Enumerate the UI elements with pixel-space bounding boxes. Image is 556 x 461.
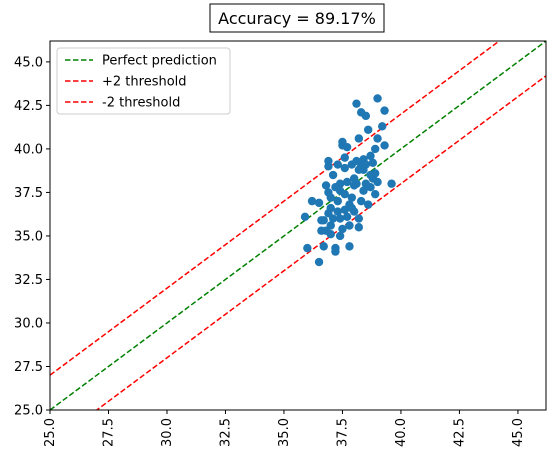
scatter-point — [340, 205, 349, 215]
legend-label: +2 threshold — [102, 75, 187, 90]
chart-title-text: Accuracy = 89.17% — [218, 9, 376, 28]
scatter-point — [317, 216, 326, 225]
y-tick-label: 32.5 — [14, 273, 43, 288]
scatter-point — [361, 179, 371, 188]
chart-title: Accuracy = 89.17% — [209, 3, 385, 33]
scatter-point — [303, 243, 312, 253]
x-tick-label: 32.5 — [218, 418, 233, 447]
scatter-point — [354, 165, 364, 175]
scatter-point — [324, 188, 333, 197]
scatter-point — [326, 221, 335, 230]
legend-box — [56, 47, 231, 115]
scatter-point — [354, 214, 364, 223]
scatter-point — [328, 170, 338, 180]
x-tick-label: 37.5 — [335, 418, 350, 447]
x-tick-label: 35.0 — [277, 418, 292, 447]
scatter-point — [359, 186, 368, 195]
scatter-point — [326, 203, 335, 213]
scatter-point — [307, 196, 317, 206]
scatter-point — [331, 247, 340, 256]
scatter-point — [321, 181, 331, 190]
x-tick-label: 42.5 — [452, 418, 467, 447]
scatter-point — [352, 179, 361, 188]
scatter-point — [342, 142, 352, 152]
scatter-point — [347, 193, 357, 202]
y-tick-label: 37.5 — [14, 186, 43, 201]
scatter-point — [324, 156, 333, 166]
scatter-point — [371, 144, 380, 154]
scatter-point — [333, 160, 342, 169]
scatter-point — [354, 223, 364, 232]
scatter-point — [352, 99, 361, 108]
scatter-point — [345, 242, 354, 251]
scatter-point — [373, 177, 382, 187]
reference-lines — [50, 41, 546, 410]
x-tick-label: 45.0 — [511, 418, 526, 447]
scatter-point — [361, 111, 371, 121]
scatter-point — [319, 242, 328, 251]
x-tick-label: 25.0 — [43, 418, 58, 447]
scatter-point — [335, 214, 345, 223]
scatter-point — [314, 198, 324, 208]
scatter-point — [373, 94, 382, 103]
reference-line-0 — [50, 41, 546, 410]
scatter-point — [354, 134, 364, 143]
scatter-point — [363, 200, 373, 209]
scatter-point — [345, 221, 354, 230]
y-tick-label: 42.5 — [14, 99, 43, 114]
scatter-point — [335, 231, 345, 241]
scatter-point — [373, 134, 382, 143]
scatter-point — [338, 224, 347, 234]
scatter-point — [340, 189, 349, 199]
scatter-point — [371, 189, 380, 199]
scatter-point — [340, 163, 349, 173]
reference-line-2 — [95, 75, 546, 410]
scatter-point — [342, 177, 352, 187]
scatter-point — [366, 151, 375, 161]
scatter-point — [363, 125, 373, 134]
legend-label: Perfect prediction — [102, 54, 217, 69]
scatter-point — [368, 158, 378, 168]
y-axis: 25.0 27.5 30.0 32.5 35.0 37.5 40.0 42.5 45.0 — [14, 55, 50, 419]
scatter-point — [371, 169, 380, 178]
reference-line-1 — [50, 41, 501, 376]
x-axis: 25.0 27.5 30.0 32.5 35.0 37.5 40.0 42.5 45.0 — [43, 410, 526, 447]
scatter-point — [340, 153, 349, 162]
scatter-point — [380, 106, 389, 115]
scatter-points — [300, 94, 396, 267]
x-tick-label: 30.0 — [160, 418, 175, 447]
scatter-point — [314, 257, 324, 267]
scatter-point — [331, 183, 340, 192]
scatter-point — [300, 212, 310, 221]
y-tick-label: 45.0 — [14, 55, 43, 70]
scatter-point — [378, 122, 387, 131]
scatter-point — [333, 196, 342, 206]
scatter-point — [333, 207, 342, 216]
x-tick-label: 27.5 — [101, 418, 116, 447]
plot-area-frame — [49, 40, 547, 411]
scatter-point — [328, 214, 338, 223]
legend: Perfect prediction +2 threshold -2 thresho… — [56, 47, 231, 115]
y-tick-label: 25.0 — [14, 404, 43, 419]
y-tick-label: 27.5 — [14, 360, 43, 375]
y-tick-label: 35.0 — [14, 229, 43, 244]
y-tick-label: 40.0 — [14, 142, 43, 157]
legend-label: -2 threshold — [102, 96, 180, 111]
scatter-point — [380, 141, 389, 150]
scatter-point — [342, 212, 352, 221]
scatter-point — [326, 230, 335, 239]
y-tick-label: 30.0 — [14, 316, 43, 331]
x-tick-label: 40.0 — [394, 418, 409, 447]
scatter-point — [347, 203, 357, 213]
scatter-point — [387, 179, 396, 188]
scatter-point — [356, 196, 366, 206]
